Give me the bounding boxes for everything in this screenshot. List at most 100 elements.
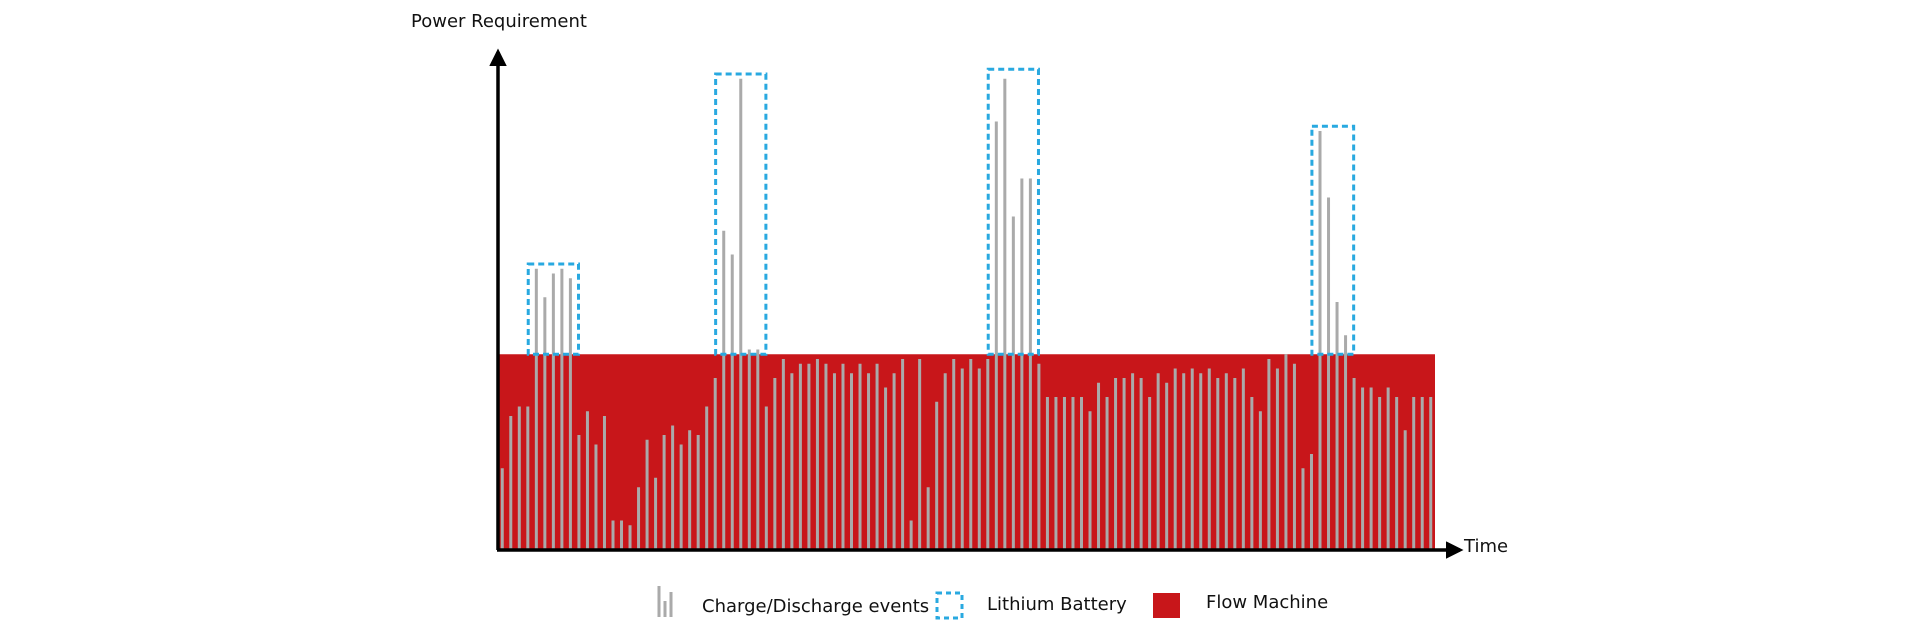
battery-window — [986, 67, 1040, 356]
bar — [815, 359, 819, 549]
bar — [986, 359, 990, 549]
bar — [884, 387, 888, 549]
bar — [1250, 397, 1254, 549]
bar — [952, 359, 956, 549]
bar — [1003, 78, 1007, 549]
bar — [1207, 368, 1211, 549]
bar — [1105, 397, 1109, 549]
bar — [1292, 363, 1296, 549]
bar — [1028, 178, 1032, 549]
bar — [654, 477, 658, 549]
bar — [1335, 302, 1339, 549]
battery-window — [1310, 124, 1356, 356]
bar — [875, 363, 879, 549]
bar — [1429, 397, 1433, 549]
y-axis-label: Power Requirement — [411, 11, 587, 32]
bar — [1378, 397, 1382, 549]
bar — [892, 373, 896, 549]
bar — [543, 297, 547, 549]
bar — [1412, 397, 1416, 549]
bar — [705, 406, 709, 549]
bar — [1361, 387, 1365, 549]
bar — [1420, 397, 1424, 549]
bar — [713, 378, 717, 549]
bar — [781, 359, 785, 549]
bar — [1318, 131, 1322, 549]
bar — [773, 378, 777, 549]
bar — [1054, 397, 1058, 549]
bar — [790, 373, 794, 549]
bar — [977, 368, 981, 549]
bar — [730, 254, 734, 549]
bar — [1156, 373, 1160, 549]
bar — [798, 363, 802, 549]
bar — [560, 268, 564, 549]
bar — [722, 230, 726, 549]
bar — [858, 363, 862, 549]
bar — [534, 268, 538, 549]
bar — [1071, 397, 1075, 549]
bar — [1190, 368, 1194, 549]
battery-window — [714, 72, 768, 356]
bar — [1079, 397, 1083, 549]
bar — [1233, 378, 1237, 549]
bar — [935, 401, 939, 549]
bar — [1327, 197, 1331, 549]
bar — [662, 435, 666, 549]
bar — [832, 373, 836, 549]
legend-icon — [935, 591, 964, 620]
x-axis-label: Time — [1463, 536, 1508, 557]
bar — [517, 406, 521, 549]
bar — [696, 435, 700, 549]
bar — [756, 349, 760, 549]
bar — [637, 487, 641, 549]
bar — [500, 468, 504, 549]
bar — [807, 363, 811, 549]
bar — [747, 349, 751, 549]
bar — [1011, 216, 1015, 549]
bar — [509, 416, 513, 549]
bar — [1395, 397, 1399, 549]
bar — [645, 439, 649, 549]
bar — [1088, 411, 1092, 549]
bar — [1352, 378, 1356, 549]
bar — [960, 368, 964, 549]
legend-label: Lithium Battery — [987, 594, 1127, 615]
bar — [1122, 378, 1126, 549]
bar — [1344, 335, 1348, 549]
bar — [764, 406, 768, 549]
bar — [1165, 382, 1169, 549]
legend-label: Flow Machine — [1206, 592, 1328, 613]
bar — [841, 363, 845, 549]
bar — [1224, 373, 1228, 549]
bar — [1148, 397, 1152, 549]
bar — [1369, 387, 1373, 549]
bar — [1037, 363, 1041, 549]
bar — [577, 435, 581, 549]
bar — [1020, 178, 1024, 549]
bar — [1062, 397, 1066, 549]
legend: Charge/Discharge events Lithium Battery … — [657, 586, 1328, 620]
bar — [1284, 354, 1288, 549]
battery-window — [526, 262, 580, 356]
bar — [909, 520, 913, 549]
bar — [671, 425, 675, 549]
bar — [620, 520, 624, 549]
plot — [498, 67, 1435, 549]
bar — [1182, 373, 1186, 549]
bar — [602, 416, 606, 549]
bar — [688, 430, 692, 549]
bar — [1258, 411, 1262, 549]
bar — [739, 78, 743, 549]
bar — [1097, 382, 1101, 549]
bar — [943, 373, 947, 549]
bar — [551, 273, 555, 549]
bar — [568, 278, 572, 549]
bar — [1275, 368, 1279, 549]
bar — [1301, 468, 1305, 549]
bar — [1267, 359, 1271, 549]
bar — [628, 525, 632, 549]
bar — [867, 373, 871, 549]
bar — [594, 444, 598, 549]
